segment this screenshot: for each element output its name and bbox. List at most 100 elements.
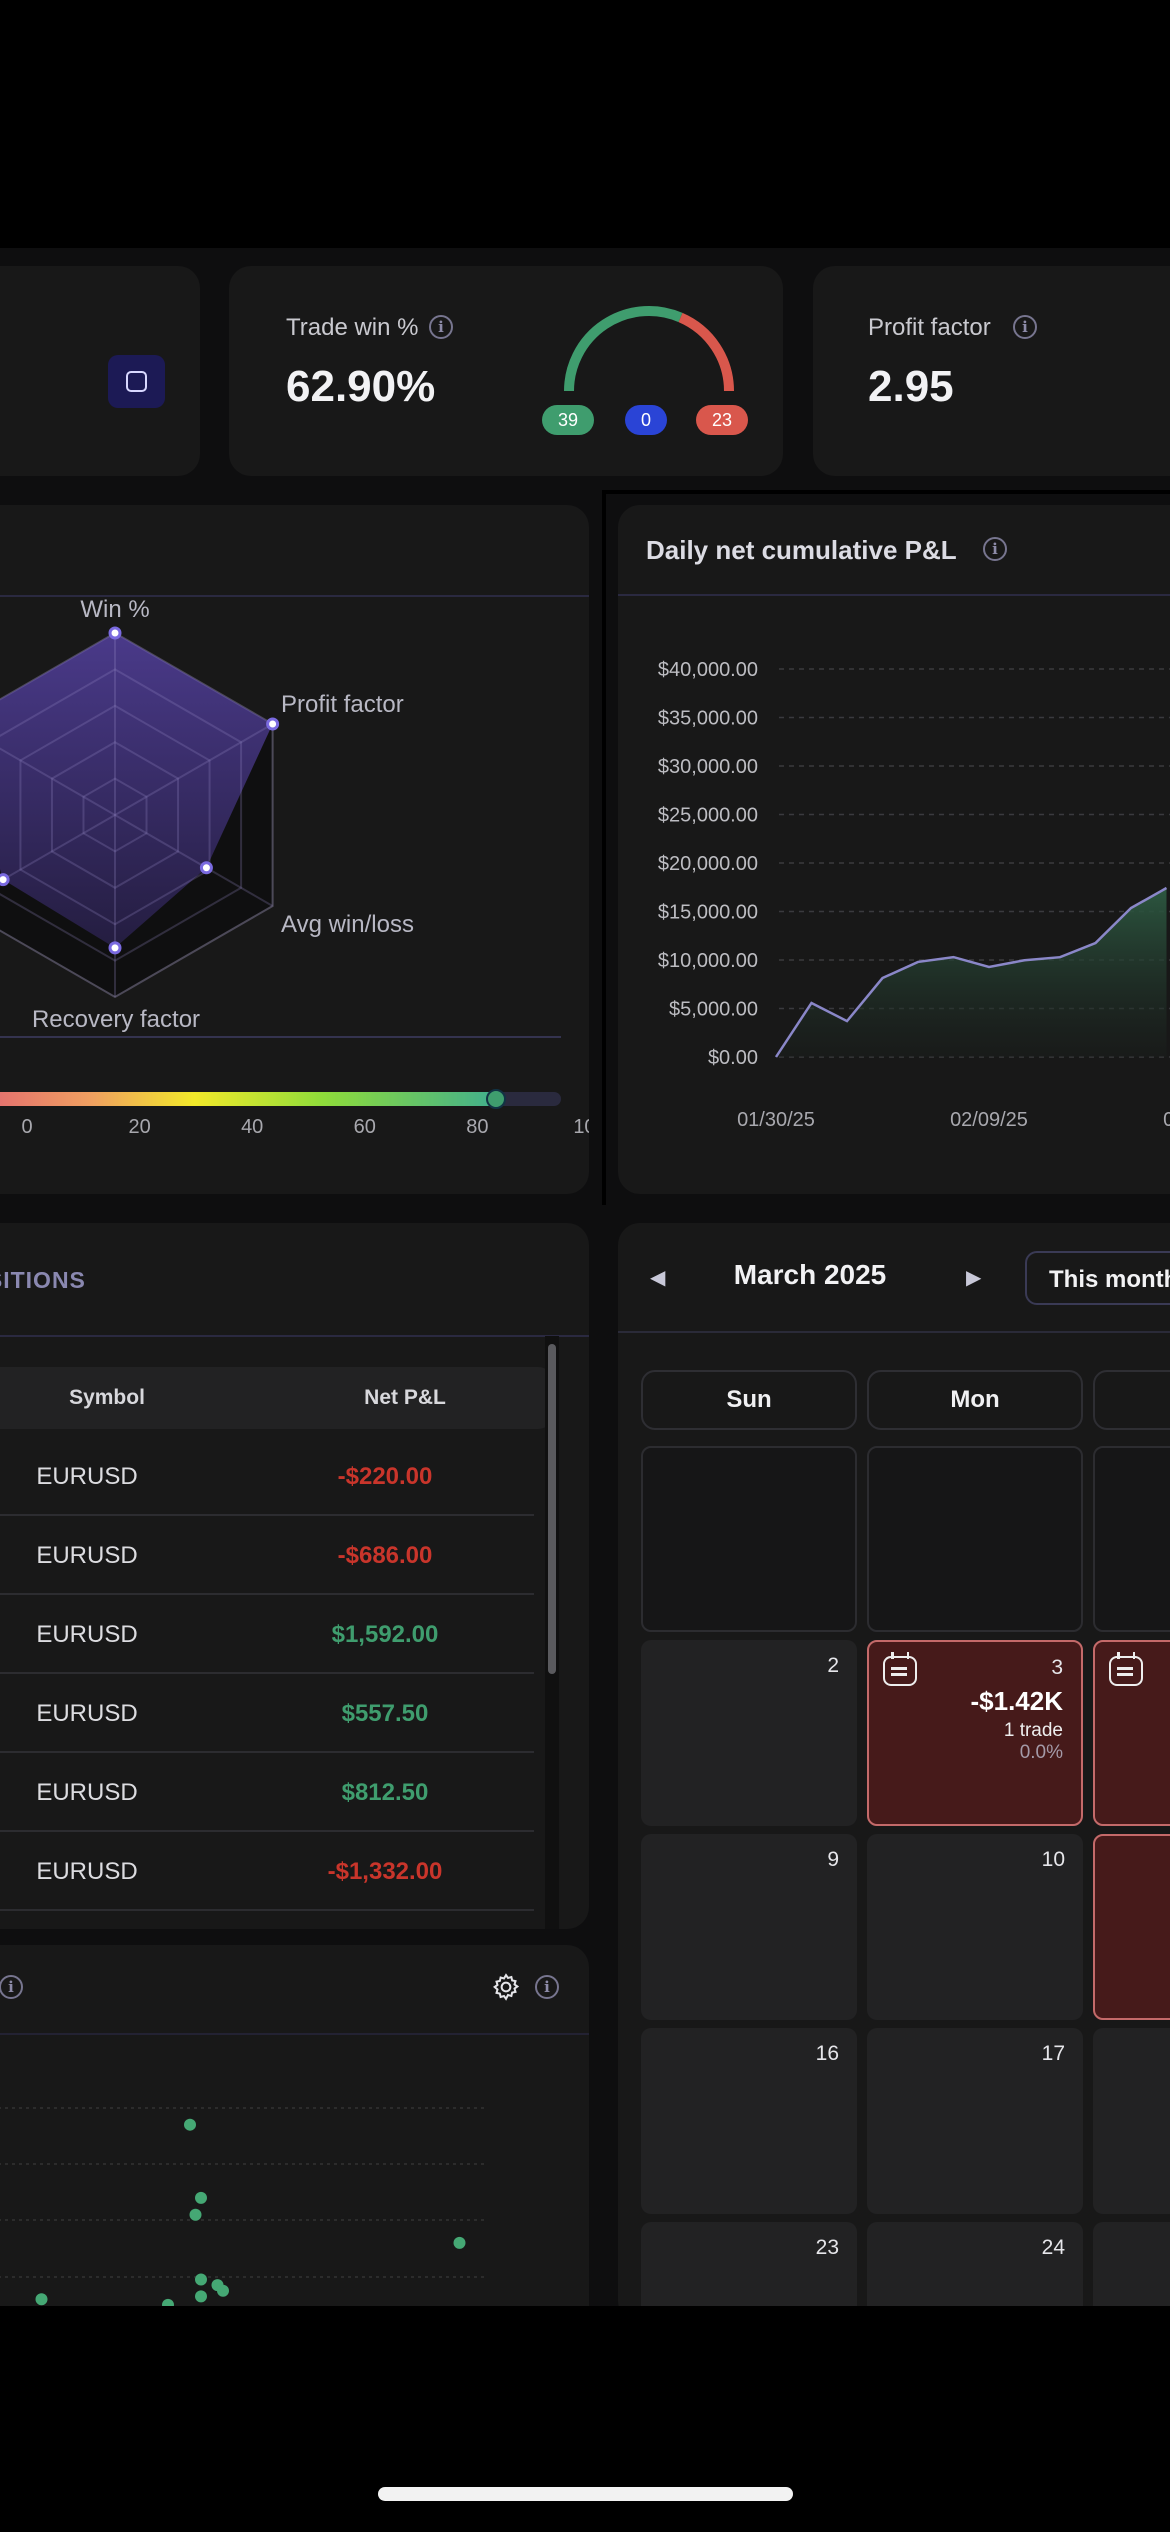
profit-factor-value: 2.95 [868,362,954,411]
radar-point [266,717,280,731]
day-number: 2 [827,1654,839,1677]
radar-point [108,626,122,640]
table-row[interactable]: EURUSD -$1,332.00 [0,1832,534,1911]
calendar-day-loss[interactable]: 3 -$1.42K 1 trade 0.0% [867,1640,1083,1826]
scrollbar-thumb[interactable] [548,1344,556,1674]
day-percent: 0.0% [1019,1742,1063,1763]
calendar-day[interactable] [1093,2028,1170,2214]
radar-axis-label: Avg win/loss [281,911,414,938]
scatter-point [195,2191,207,2204]
calendar-day[interactable]: 10 [867,1834,1083,2020]
radar-spoke [114,814,274,907]
scrollbar-track[interactable] [545,1336,559,1929]
wins-badge: 39 [542,405,594,435]
trade-win-value: 62.90% [286,362,436,411]
cumulative-pnl-card: Daily net cumulative P&L i $40,000.00 $35… [618,505,1170,1194]
radar-grid-ring [82,777,148,853]
gauge-losses-arc [678,312,734,392]
home-indicator[interactable] [378,2487,793,2501]
table-row[interactable]: EURUSD $557.50 [0,1674,534,1753]
radar-point [199,861,213,875]
separator [604,490,1170,494]
symbol-cell: EURUSD [36,1621,138,1648]
net-pnl-cell: $812.50 [341,1779,429,1806]
radar-grid-ring [19,704,211,926]
score-slider-fill [0,1092,501,1106]
radar-chart: Win % Profit factor Avg win/loss Recovery f… [0,596,414,1033]
calendar-day-loss[interactable] [1093,1640,1170,1826]
day-number: 10 [1041,1848,1065,1871]
y-tick-label: $15,000.00 [658,902,758,924]
table-header: Symbol Net P&L [0,1367,554,1429]
radar-spoke [0,814,116,883]
area-fill [776,888,1167,1057]
score-slider-knob[interactable] [485,1089,506,1109]
scatter-chart [0,2107,487,2311]
info-icon[interactable]: i [983,537,1007,561]
calendar-day-loss[interactable] [1093,1834,1170,2020]
header-divider [618,1331,1170,1333]
calendar-day[interactable]: 2 [641,1640,857,1826]
table-row[interactable]: EURUSD -$686.00 [0,1516,534,1595]
info-icon[interactable]: i [429,315,453,339]
day-number: 17 [1041,2042,1065,2065]
radar-spoke [0,747,116,816]
win-loss-gauge [564,306,734,392]
radar-axis-label: Recovery factor [32,1006,200,1033]
gear-icon[interactable] [491,1972,521,2002]
month-title: March 2025 [733,1259,887,1290]
pnl-area-chart: $40,000.00 $35,000.00 $30,000.00 $25,000.00… [658,659,1170,1131]
profit-factor-label: Profit factor [868,314,991,341]
table-row[interactable]: EURUSD -$220.00 [0,1437,534,1516]
journal-note-icon[interactable] [1109,1652,1143,1686]
score-tick-label: 60 [353,1116,376,1138]
score-tick-label: 0 [21,1116,33,1138]
table-row[interactable]: EURUSD $1,592.00 [0,1595,534,1674]
scatter-point [195,2290,207,2303]
info-icon[interactable]: i [535,1975,559,1999]
x-tick-label: 02/09/25 [950,1109,1028,1131]
breakeven-badge: 0 [625,405,667,435]
scatter-point [217,2284,229,2297]
radar-grid-ring [50,741,180,889]
weekday-sun: Sun [641,1370,857,1430]
info-icon[interactable]: i [0,1975,23,1999]
calendar-day-empty [641,1446,857,1632]
radar-point [108,941,122,955]
trade-win-label: Trade win % [286,314,419,341]
day-number: 3 [1051,1656,1063,1679]
radar-axis-label: Win % [80,596,149,623]
radar-axis-label: Profit factor [281,691,404,718]
info-icon[interactable]: i [1013,315,1037,339]
scatter-point [453,2236,466,2249]
y-tick-label: $10,000.00 [658,950,758,972]
day-number: 23 [815,2236,839,2259]
symbol-cell: EURUSD [36,1463,138,1490]
table-row[interactable]: EURUSD $812.50 [0,1753,534,1832]
journal-note-icon[interactable] [883,1652,917,1686]
weekday-tue [1093,1370,1170,1430]
prev-month-button[interactable]: ◀ [650,1267,666,1289]
calendar-day[interactable]: 9 [641,1834,857,2020]
trade-win-card: Trade win % i 62.90% 39 0 23 [229,266,783,476]
header-divider [618,594,1170,596]
y-tick-label: $35,000.00 [658,708,758,730]
calendar-day[interactable]: 16 [641,2028,857,2214]
kpi-card-partial [0,266,200,476]
positions-card: OSITIONS Symbol Net P&L EURUSD-$220.00EU… [0,1223,589,1929]
column-header-symbol: Symbol [69,1386,145,1409]
widget-icon-button[interactable] [108,355,165,408]
y-tick-label: $20,000.00 [658,853,758,875]
this-month-button[interactable]: This month [1025,1251,1170,1305]
scatter-point [189,2208,202,2221]
x-tick-label: 02/19/25 [1163,1109,1170,1131]
scatter-point [35,2293,48,2306]
calendar-day[interactable]: 17 [867,2028,1083,2214]
score-tick-label: 40 [241,1116,264,1138]
losses-badge: 23 [696,405,748,435]
net-pnl-cell: -$686.00 [337,1542,433,1569]
score-slider-track [0,1089,561,1109]
radar-grid-ring [0,668,243,962]
next-month-button[interactable]: ▶ [966,1267,982,1289]
series-line [774,886,1168,1058]
